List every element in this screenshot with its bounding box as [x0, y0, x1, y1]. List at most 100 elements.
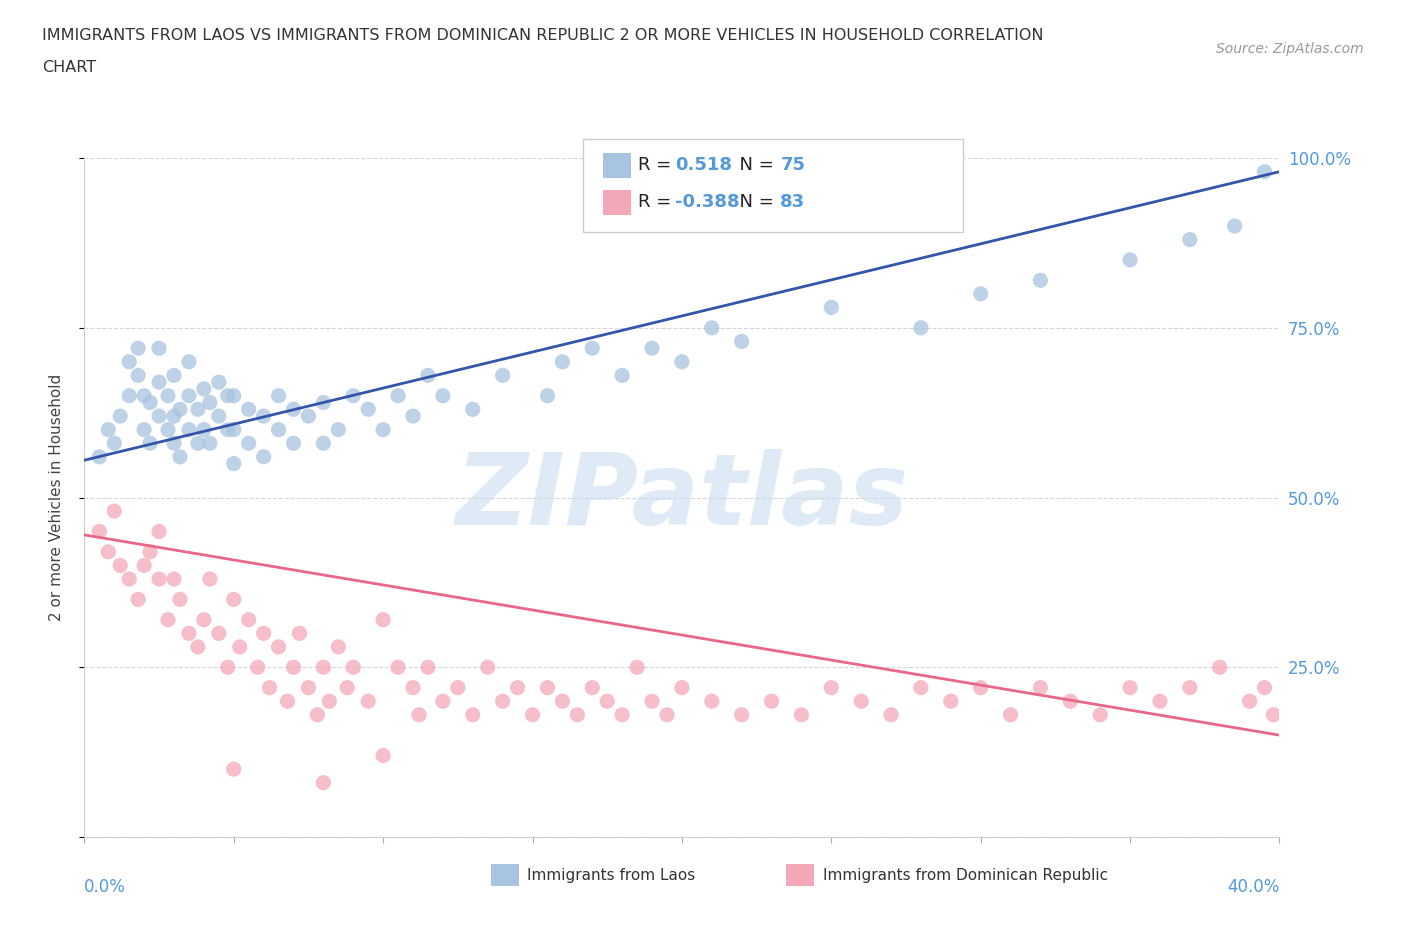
Point	[1178, 680, 1201, 695]
Point	[228, 640, 252, 655]
Point	[357, 402, 380, 417]
Point	[880, 708, 903, 723]
Point	[336, 680, 359, 695]
Point	[222, 389, 245, 404]
Point	[157, 422, 180, 437]
Point	[641, 694, 664, 709]
Point	[402, 408, 425, 423]
Point	[222, 592, 245, 607]
Point	[790, 708, 813, 723]
Point	[1253, 165, 1275, 179]
Text: IMMIGRANTS FROM LAOS VS IMMIGRANTS FROM DOMINICAN REPUBLIC 2 OR MORE VEHICLES IN: IMMIGRANTS FROM LAOS VS IMMIGRANTS FROM …	[42, 28, 1043, 43]
Point	[288, 626, 311, 641]
Point	[461, 708, 484, 723]
Point	[187, 640, 209, 655]
Point	[163, 408, 186, 423]
Point	[110, 558, 132, 573]
Point	[187, 436, 209, 451]
Point	[222, 457, 245, 472]
Point	[318, 694, 340, 709]
Point	[432, 694, 454, 709]
Point	[416, 660, 439, 675]
Point	[328, 422, 350, 437]
Point	[118, 389, 141, 404]
Point	[267, 640, 290, 655]
Text: R =: R =	[638, 193, 678, 211]
Point	[371, 422, 394, 437]
Point	[139, 395, 162, 410]
Point	[238, 612, 260, 627]
Point	[118, 354, 141, 369]
Text: N =: N =	[728, 193, 780, 211]
Point	[731, 334, 754, 349]
Point	[132, 389, 156, 404]
Text: Immigrants from Dominican Republic: Immigrants from Dominican Republic	[823, 868, 1108, 883]
Point	[312, 776, 335, 790]
Point	[371, 612, 394, 627]
Point	[169, 402, 191, 417]
Point	[238, 402, 260, 417]
Point	[522, 708, 544, 723]
Point	[610, 708, 633, 723]
Point	[939, 694, 962, 709]
Point	[217, 660, 239, 675]
Point	[536, 389, 558, 404]
Point	[655, 708, 678, 723]
Point	[461, 402, 484, 417]
Point	[193, 381, 215, 396]
Y-axis label: 2 or more Vehicles in Household: 2 or more Vehicles in Household	[49, 374, 63, 621]
Point	[416, 368, 439, 383]
Point	[1059, 694, 1081, 709]
Point	[387, 389, 409, 404]
Point	[283, 436, 305, 451]
Point	[1029, 272, 1052, 287]
Point	[1119, 680, 1142, 695]
Point	[567, 708, 589, 723]
Point	[208, 408, 231, 423]
Point	[127, 368, 149, 383]
Point	[198, 572, 221, 587]
Point	[177, 422, 200, 437]
Point	[447, 680, 470, 695]
Point	[1090, 708, 1112, 723]
Point	[492, 368, 515, 383]
Text: CHART: CHART	[42, 60, 96, 75]
Point	[731, 708, 754, 723]
Point	[312, 436, 335, 451]
Point	[277, 694, 299, 709]
Point	[103, 436, 125, 451]
Point	[849, 694, 872, 709]
Point	[626, 660, 648, 675]
Point	[910, 680, 932, 695]
Point	[217, 389, 239, 404]
Point	[1263, 708, 1285, 723]
Point	[157, 612, 180, 627]
Point	[132, 558, 156, 573]
Point	[177, 389, 200, 404]
Point	[127, 592, 149, 607]
Point	[283, 660, 305, 675]
Point	[910, 320, 932, 336]
Point	[163, 572, 186, 587]
Point	[1208, 660, 1232, 675]
Point	[177, 354, 200, 369]
Point	[208, 626, 231, 641]
Point	[222, 762, 245, 777]
Point	[246, 660, 269, 675]
Point	[581, 680, 603, 695]
Point	[253, 449, 276, 464]
Point	[641, 340, 664, 355]
Text: ZIPatlas: ZIPatlas	[456, 449, 908, 546]
Point	[148, 525, 170, 539]
Point	[139, 544, 162, 559]
Point	[187, 402, 209, 417]
Point	[97, 544, 120, 559]
Point	[169, 449, 191, 464]
Text: 83: 83	[780, 193, 806, 211]
Point	[297, 408, 319, 423]
Point	[492, 694, 515, 709]
Point	[193, 422, 215, 437]
Point	[253, 408, 276, 423]
Point	[89, 449, 111, 464]
Point	[198, 436, 221, 451]
